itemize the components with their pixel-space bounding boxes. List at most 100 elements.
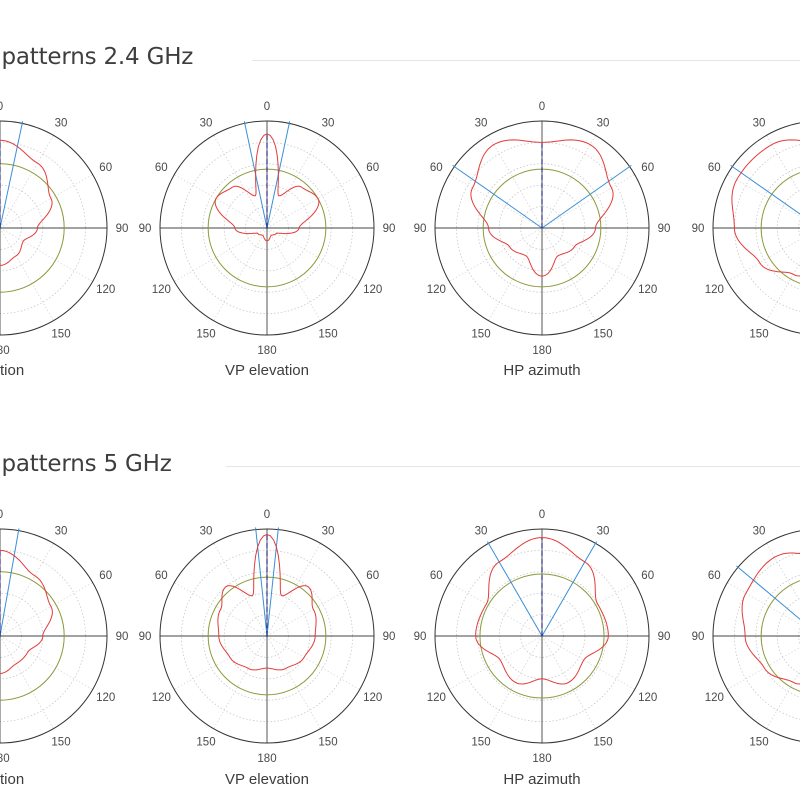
tick-label-90: 90: [116, 223, 129, 235]
tick-label-60: 60: [641, 162, 654, 174]
outer-ring: [712, 122, 800, 334]
grid-spoke: [174, 635, 268, 690]
outer-ring: [0, 528, 108, 744]
tick-label-30: 30: [475, 117, 488, 129]
chart-caption: HP azimuth: [503, 362, 580, 379]
grid-spoke: [266, 635, 360, 690]
tick-label-90: 90: [692, 223, 705, 235]
beamwidth-line: [452, 164, 543, 229]
tick-label-120: 120: [427, 692, 446, 704]
grid-spoke: [727, 239, 800, 282]
tick-label-150: 150: [318, 329, 337, 341]
grid-spoke: [449, 227, 543, 282]
tick-label-150: 150: [51, 737, 70, 749]
reference-ring: [0, 571, 65, 701]
reference-ring: [479, 573, 605, 699]
grid-spoke: [0, 227, 54, 321]
tick-label-0: 0: [0, 509, 3, 521]
outer-ring: [159, 528, 375, 744]
grid-spoke: [727, 174, 800, 217]
tick-label-180: 180: [0, 345, 10, 357]
tick-label-90: 90: [139, 223, 152, 235]
tick-label-90: 90: [116, 631, 129, 643]
tick-label-60: 60: [99, 570, 112, 582]
radiation-pattern-series: [217, 533, 317, 671]
tick-label-90: 90: [383, 631, 396, 643]
tick-label-60: 60: [99, 162, 112, 174]
beamwidth-line: [541, 164, 632, 229]
tick-label-90: 90: [692, 631, 705, 643]
tick-label-60: 60: [430, 162, 443, 174]
polar-chart-2: 0 30 30 60 60 90 90 120 120 150 150 180 VP elevation: [139, 101, 396, 379]
tick-label-0: 0: [264, 509, 270, 521]
tick-label-120: 120: [363, 284, 382, 296]
radiation-pattern-series: [0, 139, 53, 266]
beamwidth-line: [541, 541, 598, 637]
grid-spoke: [541, 227, 635, 282]
outer-ring: [159, 120, 375, 336]
radiation-pattern-series: [475, 537, 609, 685]
grid-spoke: [0, 135, 54, 229]
tick-label-0: 0: [0, 101, 3, 113]
section-divider-2-4ghz: [252, 60, 800, 61]
tick-label-150: 150: [196, 329, 215, 341]
beamwidth-line: [736, 565, 800, 620]
grid-spoke: [488, 135, 543, 229]
tick-label-120: 120: [152, 692, 171, 704]
reference-ring: [760, 172, 800, 284]
tick-label-30: 30: [200, 117, 213, 129]
grid-spoke: [266, 135, 321, 229]
polar-chart-1: 0 30 60 90 120 150 180 evation: [0, 101, 128, 379]
tick-label-30: 30: [322, 525, 335, 537]
tick-label-30: 30: [475, 525, 488, 537]
tick-label-120: 120: [638, 284, 657, 296]
beamwidth-line: [266, 527, 279, 637]
grid-spoke: [266, 635, 321, 729]
radiation-pattern-series: [0, 549, 53, 675]
radiation-pattern-series: [214, 133, 320, 242]
tick-label-180: 180: [532, 345, 551, 357]
grid-spoke: [488, 227, 543, 321]
tick-label-120: 120: [96, 692, 115, 704]
polar-chart-7: 0 30 30 60 60 90 90 120 120 150 150 180 HP azimuth: [414, 509, 671, 788]
tick-label-30: 30: [597, 117, 610, 129]
grid-spoke: [0, 543, 54, 637]
radiation-pattern-series: [741, 552, 800, 685]
grid-spoke: [0, 635, 54, 729]
grid-spoke: [213, 635, 268, 729]
grid-spoke: [541, 174, 635, 229]
tick-label-60: 60: [430, 570, 443, 582]
tick-label-150: 150: [471, 737, 490, 749]
grid-spoke: [0, 227, 93, 282]
tick-label-120: 120: [363, 692, 382, 704]
tick-label-120: 120: [705, 692, 724, 704]
tick-label-120: 120: [96, 284, 115, 296]
outer-ring: [0, 120, 108, 336]
tick-label-60: 60: [366, 162, 379, 174]
grid-spoke: [174, 227, 268, 282]
tick-label-60: 60: [708, 162, 721, 174]
reference-ring: [760, 580, 800, 692]
polar-chart-4: 306090120150VP: [692, 117, 800, 341]
grid-spoke: [541, 582, 635, 637]
tick-label-30: 30: [753, 117, 766, 129]
grid-spoke: [541, 135, 596, 229]
grid-spoke: [0, 635, 93, 690]
grid-spoke: [0, 582, 93, 637]
grid-spoke: [449, 174, 543, 229]
grid-spoke: [266, 174, 360, 229]
tick-label-120: 120: [152, 284, 171, 296]
tick-label-150: 150: [749, 737, 768, 749]
grid-spoke: [727, 647, 800, 690]
tick-label-30: 30: [597, 525, 610, 537]
tick-label-90: 90: [414, 631, 427, 643]
beamwidth-line: [486, 541, 543, 637]
tick-label-180: 180: [0, 753, 10, 765]
polar-chart-6: 0 30 30 60 60 90 90 120 120 150 150 180 VP elevation: [139, 509, 396, 788]
tick-label-120: 120: [427, 284, 446, 296]
tick-label-150: 150: [318, 737, 337, 749]
section-title-5ghz: n patterns 5 GHz: [0, 451, 172, 477]
grid-spoke: [213, 135, 268, 229]
outer-ring: [434, 120, 650, 336]
